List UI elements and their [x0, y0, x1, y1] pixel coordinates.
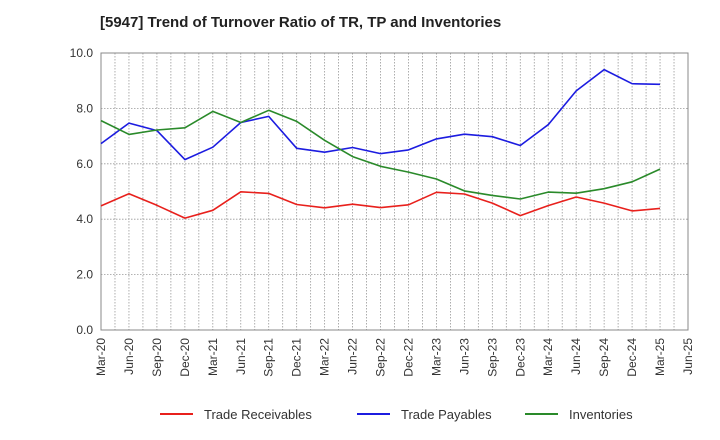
x-tick-label: Jun-20	[122, 338, 136, 375]
x-tick-label: Sep-23	[485, 338, 499, 377]
y-tick-label: 0.0	[76, 323, 93, 337]
x-tick-label: Sep-20	[150, 338, 164, 377]
x-tick-label: Dec-22	[401, 338, 415, 377]
x-tick-label: Dec-21	[290, 338, 304, 377]
x-tick-label: Jun-22	[346, 338, 360, 375]
x-tick-label: Mar-24	[541, 338, 555, 376]
x-tick-label: Mar-20	[94, 338, 108, 376]
x-tick-label: Jun-25	[681, 338, 695, 375]
y-tick-label: 6.0	[76, 157, 93, 171]
y-tick-label: 4.0	[76, 212, 93, 226]
legend-label: Trade Payables	[401, 407, 492, 422]
series-line-trade-payables	[100, 68, 661, 161]
x-tick-label: Sep-22	[374, 338, 388, 377]
x-tick-label: Mar-25	[653, 338, 667, 376]
legend-label: Inventories	[569, 407, 633, 422]
x-tick-label: Sep-24	[597, 338, 611, 377]
series-line-inventories	[100, 109, 661, 200]
legend-label: Trade Receivables	[204, 407, 312, 422]
x-tick-label: Jun-24	[569, 338, 583, 375]
series-line-trade-receivables	[100, 191, 661, 219]
x-tick-label: Mar-22	[318, 338, 332, 376]
x-tick-label: Mar-23	[429, 338, 443, 376]
x-tick-label: Mar-21	[206, 338, 220, 376]
x-tick-label: Dec-24	[625, 338, 639, 377]
y-tick-label: 8.0	[76, 101, 93, 115]
plot-border	[100, 52, 689, 331]
y-tick-label: 10.0	[70, 46, 94, 60]
x-tick-label: Dec-20	[178, 338, 192, 377]
x-tick-label: Sep-21	[262, 338, 276, 377]
x-tick-label: Jun-23	[457, 338, 471, 375]
y-tick-label: 2.0	[76, 268, 93, 282]
x-tick-label: Jun-21	[234, 338, 248, 375]
x-tick-label: Dec-23	[513, 338, 527, 377]
chart-title: [5947] Trend of Turnover Ratio of TR, TP…	[100, 14, 502, 31]
